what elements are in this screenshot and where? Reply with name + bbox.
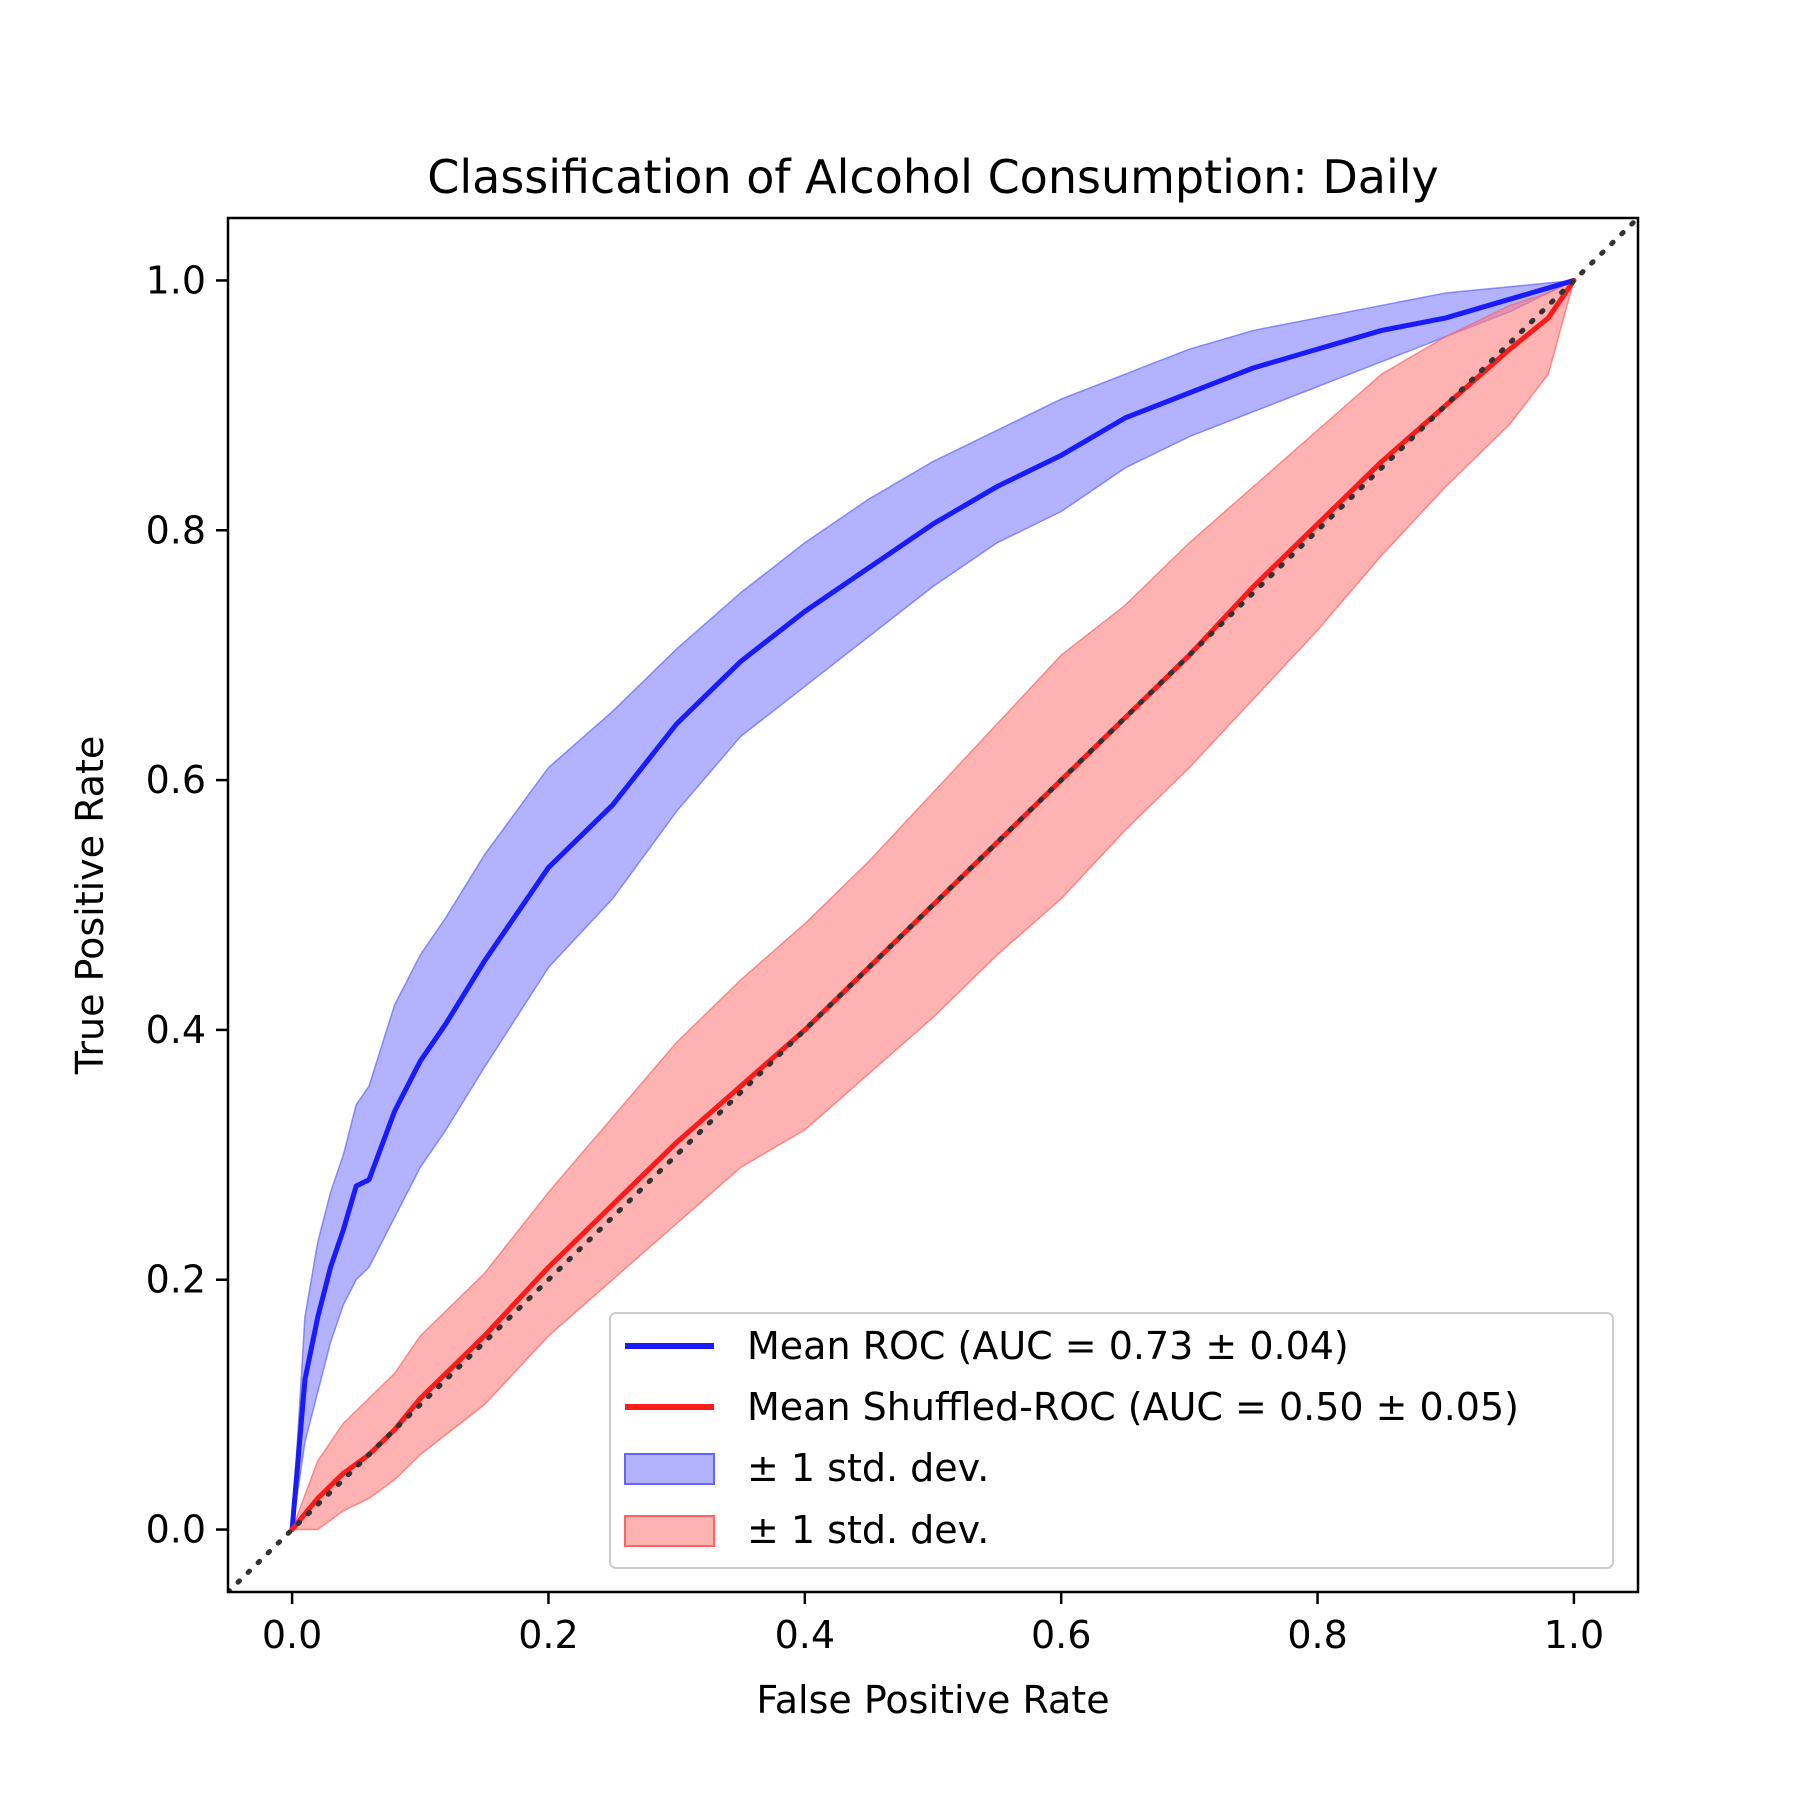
chart-title: Classification of Alcohol Consumption: D… [427,150,1439,204]
series-line-0 [289,277,1577,1533]
x-axis-ticks: 0.0 0.2 0.4 0.6 0.8 1.0 [262,1592,1604,1657]
legend-label-blue-band: ± 1 std. dev. [747,1446,989,1490]
y-tick-label: 0.8 [146,508,206,552]
legend-swatch-blue-band [624,1453,715,1485]
x-tick-label: 1.0 [1544,1613,1604,1657]
y-axis-label: True Positive Rate [68,736,112,1076]
legend-box [609,1312,1614,1569]
x-tick-label: 0.6 [1031,1613,1091,1657]
x-tick-label: 0.8 [1287,1613,1347,1657]
x-tick-label: 0.4 [775,1613,835,1657]
chance-diagonal-line [228,218,1638,1592]
plot-frame [226,216,1640,1594]
x-tick-label: 0.0 [262,1613,322,1657]
y-tick-label: 1.0 [146,258,206,302]
y-tick-label: 0.0 [146,1508,206,1552]
y-tick-label: 0.6 [146,758,206,802]
chance-reference [228,218,1638,1592]
legend-label-mean-roc: Mean ROC (AUC = 0.73 ± 0.04) [747,1324,1349,1368]
legend-label-red-band: ± 1 std. dev. [747,1508,989,1552]
y-tick-label: 0.2 [146,1258,206,1302]
x-tick-label: 0.2 [518,1613,578,1657]
legend: Mean ROC (AUC = 0.73 ± 0.04) Mean Shuffl… [609,1312,1614,1569]
y-tick-label: 0.4 [146,1008,206,1052]
x-axis-label: False Positive Rate [756,1678,1109,1722]
legend-swatch-red-band [624,1515,715,1547]
legend-label-mean-shuffled-roc: Mean Shuffled-ROC (AUC = 0.50 ± 0.05) [747,1385,1519,1429]
y-axis-ticks: 0.0 0.2 0.4 0.6 0.8 1.0 [146,258,228,1552]
